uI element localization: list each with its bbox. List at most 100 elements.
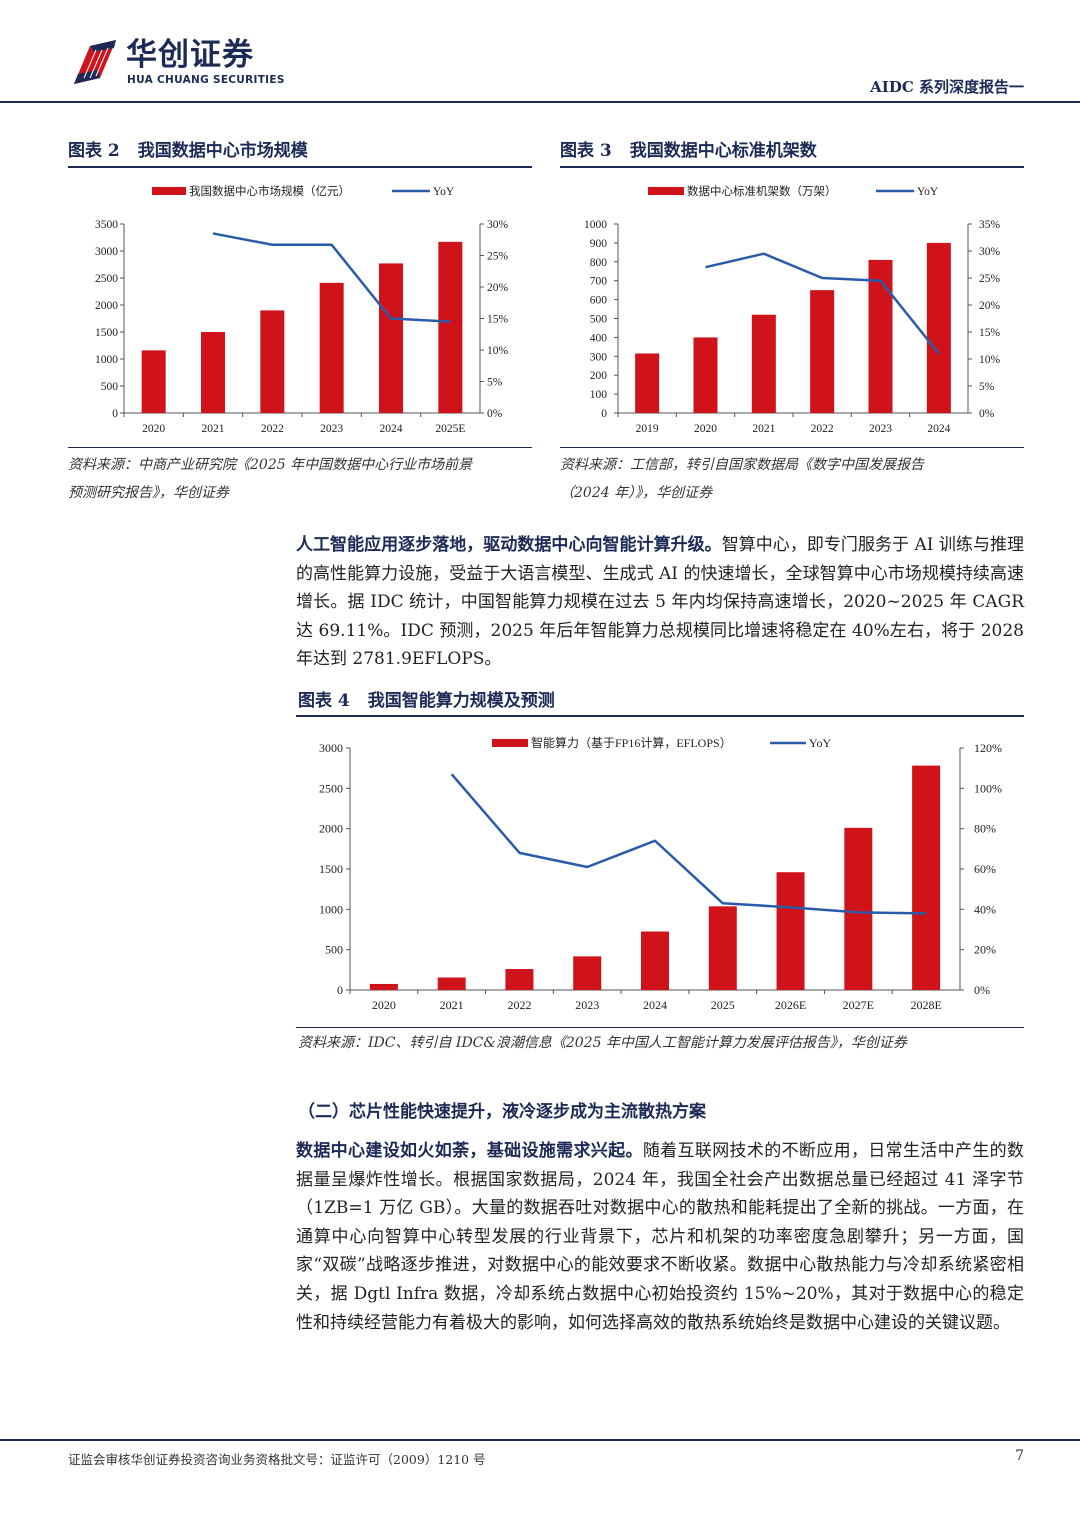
- category-label: 2020: [694, 423, 717, 435]
- figure3-title-text: 我国数据中心标准机架数: [629, 141, 817, 161]
- right-tick-label: 15%: [487, 314, 509, 326]
- category-label: 2024: [643, 998, 667, 1012]
- left-tick-label: 500: [325, 943, 343, 957]
- left-tick-label: 1000: [584, 219, 607, 231]
- right-tick-label: 25%: [979, 273, 1001, 285]
- paragraph-ai-computing-lead: 人工智能应用逐步落地，驱动数据中心向智能计算升级。: [296, 535, 722, 555]
- paragraph-ai-computing: 人工智能应用逐步落地，驱动数据中心向智能计算升级。智算中心，即专门服务于 AI …: [296, 531, 1024, 674]
- category-label: 2025: [711, 998, 735, 1012]
- bar: [573, 956, 602, 990]
- bar: [437, 977, 466, 990]
- figure4-source: 资料来源：IDC、转引自 IDC&浪潮信息《2025 年中国人工智能计算力发展评…: [298, 1035, 907, 1051]
- footer-divider: [0, 1439, 1080, 1441]
- bar: [810, 290, 835, 413]
- right-tick-label: 40%: [974, 902, 996, 916]
- bar: [708, 906, 737, 990]
- left-tick-label: 600: [590, 295, 608, 307]
- yoy-series-line: [705, 252, 940, 355]
- figure2-source: 资料来源：中商产业研究院《2025 年中国数据中心行业市场前景 预测研究报告》，…: [68, 451, 538, 507]
- legend-swatch-bar: [648, 187, 684, 195]
- left-tick-label: 500: [590, 314, 608, 326]
- left-tick-label: 300: [590, 351, 608, 363]
- right-tick-label: 0%: [979, 408, 995, 420]
- bar: [693, 337, 718, 413]
- left-tick-label: 2000: [319, 822, 343, 836]
- header-divider: [0, 101, 1080, 103]
- right-tick-label: 120%: [974, 741, 1002, 755]
- category-label: 2019: [636, 423, 659, 435]
- bar: [369, 983, 398, 990]
- category-label: 2021: [202, 423, 225, 435]
- left-tick-label: 0: [601, 408, 607, 420]
- right-tick-label: 80%: [974, 822, 996, 836]
- right-tick-label: 60%: [974, 862, 996, 876]
- bar: [438, 241, 463, 413]
- bar: [141, 350, 166, 413]
- footer-license: 证监会审核华创证券投资咨询业务资格批文号：证监许可（2009）1210 号: [68, 1452, 486, 1467]
- figure3-title: 图表 3 我国数据中心标准机架数: [560, 140, 817, 162]
- right-tick-label: 15%: [979, 327, 1001, 339]
- category-label: 2020: [372, 998, 396, 1012]
- legend-swatch-bar: [152, 187, 186, 195]
- figure4-label: 图表 4: [298, 691, 350, 711]
- figure4-top-rule: [296, 715, 1024, 717]
- left-tick-label: 2500: [319, 781, 343, 795]
- category-label: 2026E: [775, 998, 806, 1012]
- category-label: 2022: [261, 423, 284, 435]
- figure2-bottom-rule: [68, 447, 532, 448]
- legend-label: 数据中心标准机架数（万架）: [687, 184, 837, 198]
- bar: [844, 827, 873, 990]
- left-tick-label: 100: [590, 389, 608, 401]
- left-tick-label: 800: [590, 257, 608, 269]
- left-tick-label: 0: [112, 408, 118, 420]
- right-tick-label: 20%: [979, 300, 1001, 312]
- figure2-source-line1: 资料来源：中商产业研究院《2025 年中国数据中心行业市场前景: [68, 457, 473, 473]
- right-tick-label: 20%: [487, 282, 509, 294]
- logo-text: 华创证券: [126, 37, 254, 73]
- left-tick-label: 1500: [95, 327, 118, 339]
- bar: [751, 314, 776, 413]
- right-tick-label: 35%: [979, 219, 1001, 231]
- figure2-top-rule: [68, 166, 532, 168]
- bar: [635, 353, 660, 413]
- right-tick-label: 30%: [487, 219, 509, 231]
- left-tick-label: 200: [590, 370, 608, 382]
- paragraph-ai-computing-body: 智算中心，即专门服务于 AI 训练与推理的高性能算力设施，受益于大语言模型、生成…: [296, 535, 1024, 670]
- left-tick-label: 1500: [319, 862, 343, 876]
- figure2-title: 图表 2 我国数据中心市场规模: [68, 140, 308, 162]
- left-tick-label: 3000: [95, 246, 118, 258]
- right-tick-label: 10%: [979, 354, 1001, 366]
- right-tick-label: 100%: [974, 781, 1002, 795]
- legend-label: YoY: [809, 736, 831, 750]
- legend-label: YoY: [433, 186, 455, 198]
- page-number: 7: [1015, 1448, 1024, 1464]
- left-tick-label: 500: [101, 381, 119, 393]
- figure3-chart: 0 100 200 300 400 500 600 700 800 900 1000 0% 5% 10% 1…: [584, 184, 1001, 435]
- category-label: 2024: [927, 423, 950, 435]
- bar: [926, 242, 951, 413]
- left-tick-label: 700: [590, 276, 608, 288]
- right-tick-label: 5%: [979, 381, 995, 393]
- figure4-bottom-rule: [296, 1027, 1024, 1028]
- left-tick-label: 0: [337, 983, 343, 997]
- report-series-title: AIDC 系列深度报告一: [870, 78, 1024, 96]
- right-tick-label: 30%: [979, 246, 1001, 258]
- left-tick-label: 3000: [319, 741, 343, 755]
- category-label: 2023: [320, 423, 343, 435]
- figure3-bottom-rule: [560, 447, 1024, 448]
- right-tick-label: 0%: [487, 408, 503, 420]
- category-label: 2021: [752, 423, 775, 435]
- figure4-chart: 0 500 1000 1500 2000 2500 3000 0% 20% 40% 60% 80% 10…: [319, 735, 1002, 1012]
- category-label: 2025E: [435, 423, 465, 435]
- paragraph-datacenter-cooling: 数据中心建设如火如荼，基础设施需求兴起。随着互联网技术的不断应用，日常生活中产生…: [296, 1137, 1024, 1337]
- logo-english-text: HUA CHUANG SECURITIES: [127, 74, 285, 86]
- figure2-title-text: 我国数据中心市场规模: [137, 141, 308, 161]
- category-label: 2020: [142, 423, 165, 435]
- figure3-source-line1: 资料来源：工信部，转引自国家数据局《数字中国发展报告: [560, 457, 924, 473]
- category-label: 2021: [440, 998, 464, 1012]
- right-tick-label: 5%: [487, 377, 503, 389]
- category-label: 2023: [575, 998, 599, 1012]
- figure3-source: 资料来源：工信部，转引自国家数据局《数字中国发展报告 （2024 年）》，华创证…: [560, 451, 1030, 507]
- category-label: 2023: [869, 423, 892, 435]
- company-logo-icon: [74, 40, 116, 84]
